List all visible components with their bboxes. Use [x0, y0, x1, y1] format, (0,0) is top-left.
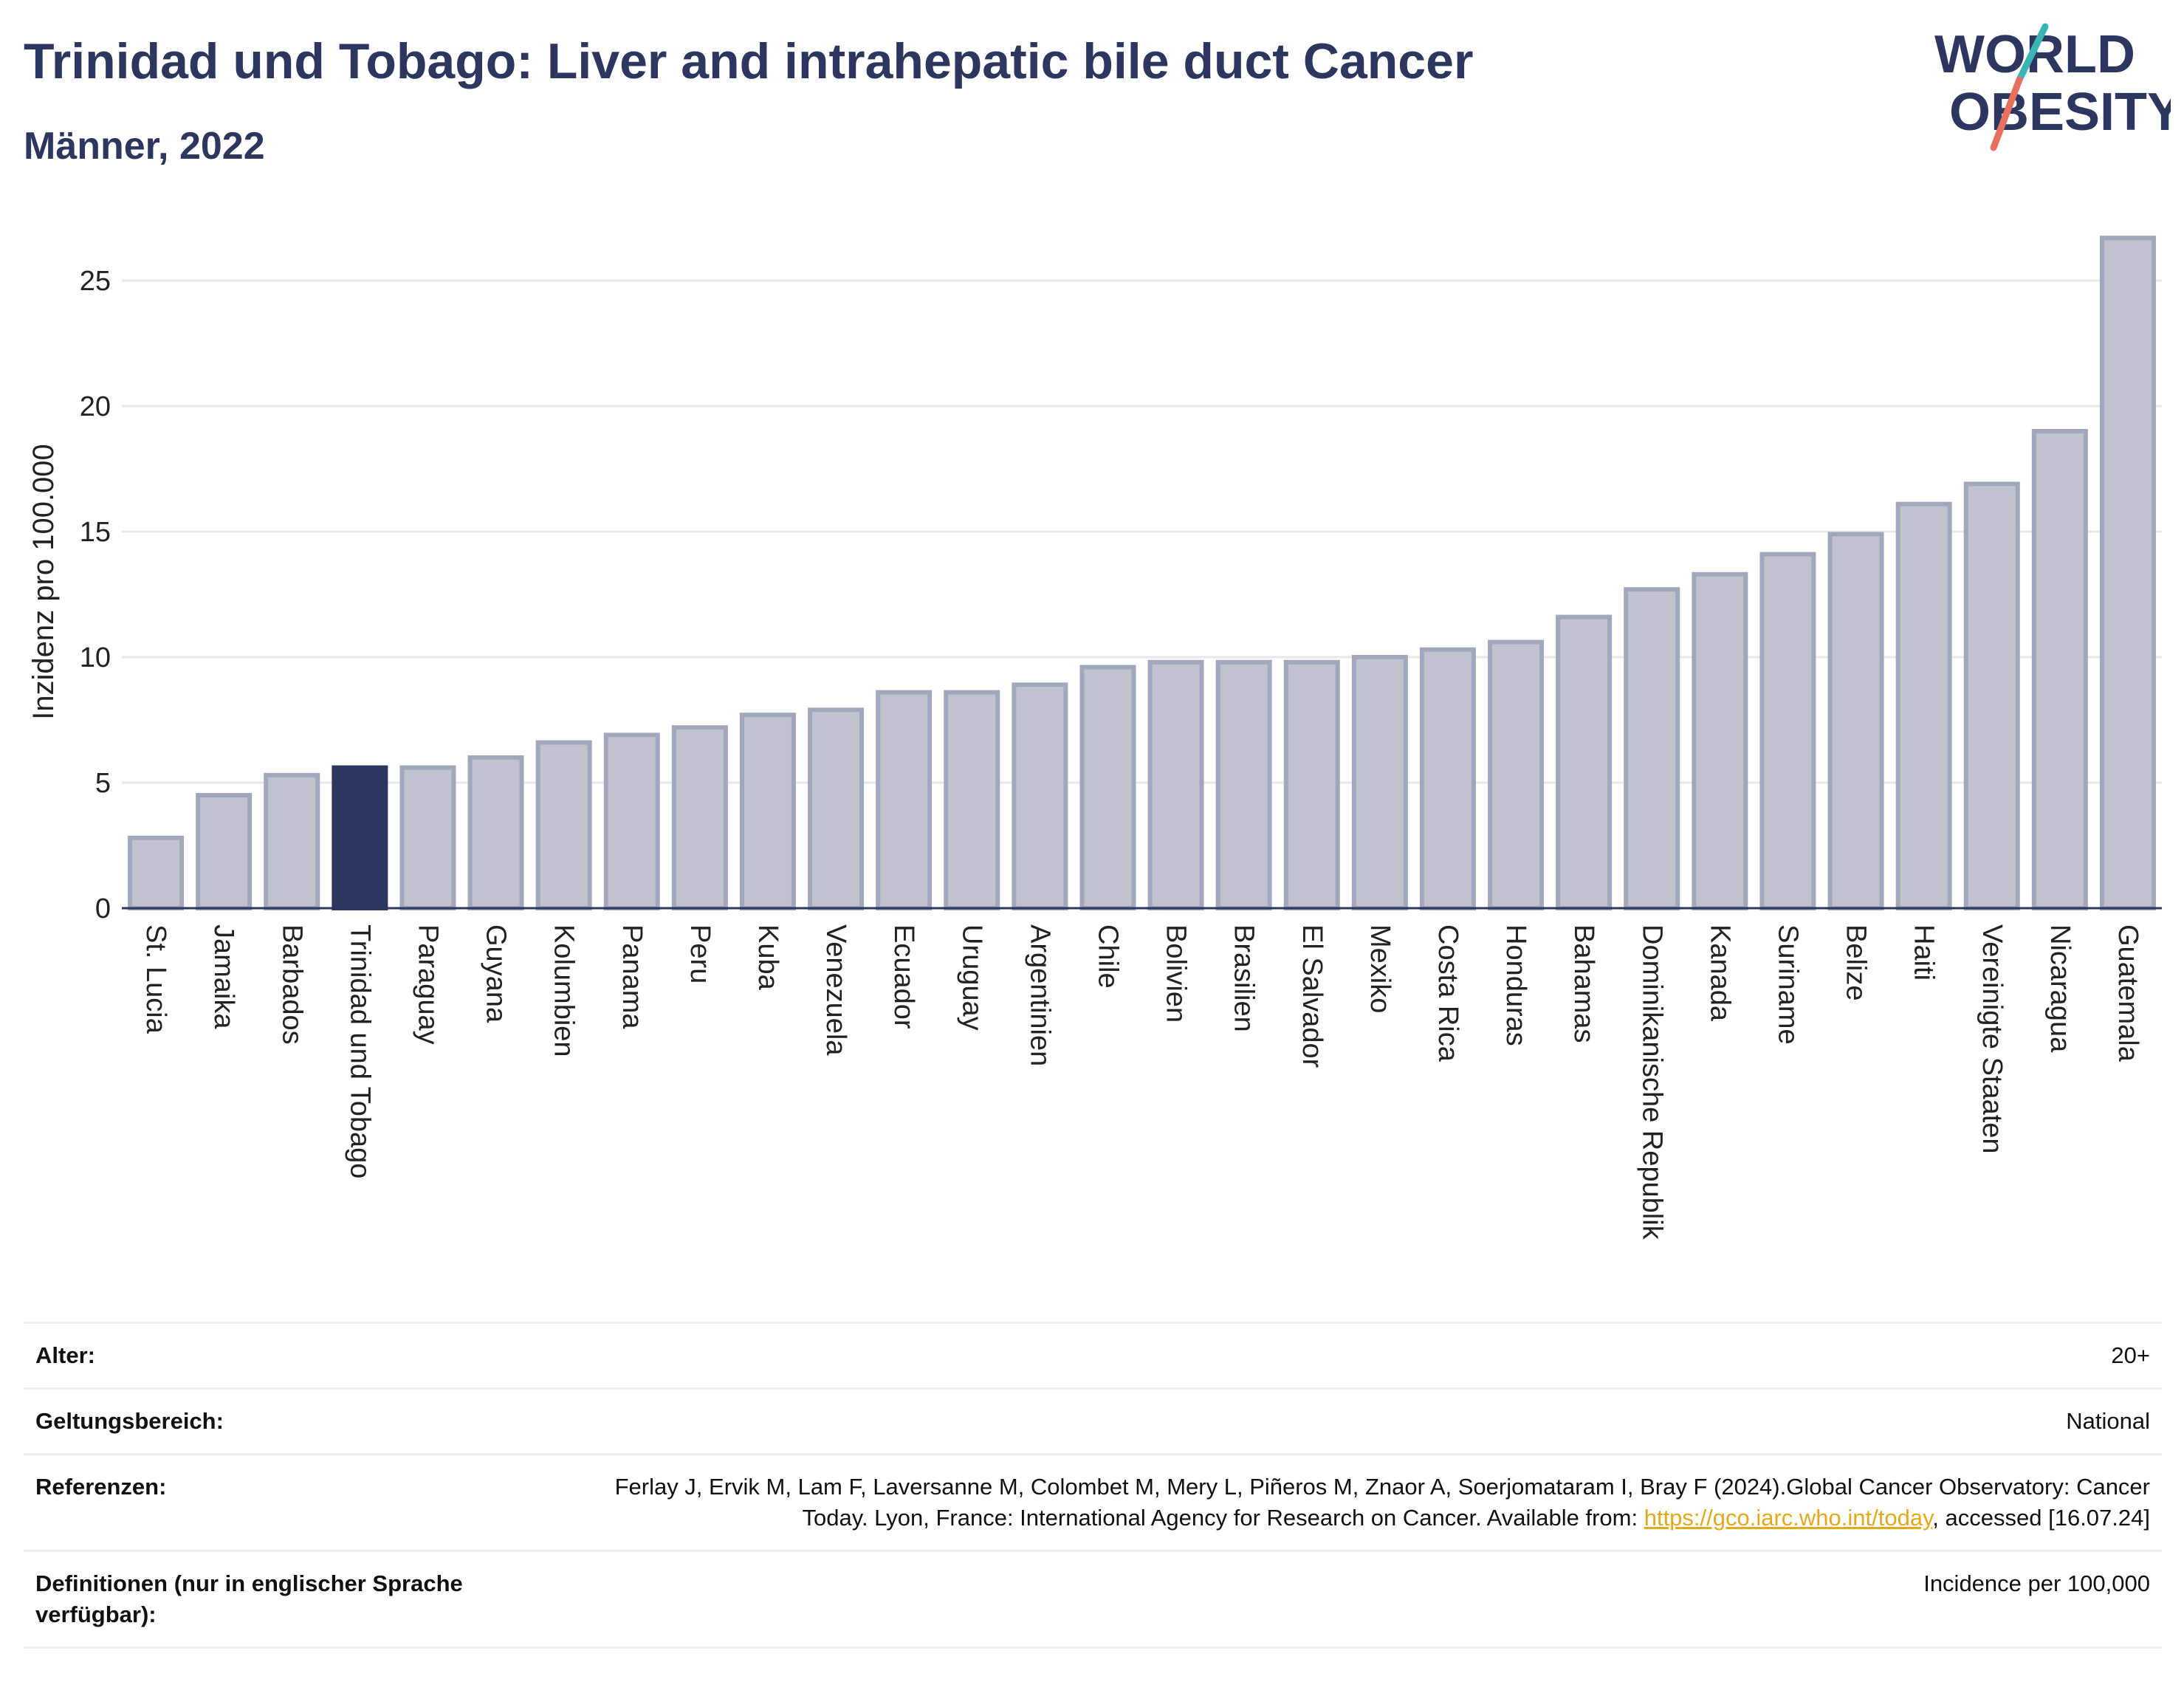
bar [1079, 665, 1136, 910]
bar [1895, 501, 1952, 910]
age-value: 20+ [2111, 1342, 2150, 1368]
bar [1351, 655, 1408, 910]
bar [2099, 236, 2156, 910]
bar [535, 740, 592, 910]
y-tick-label: 5 [95, 768, 111, 799]
x-tick-label: Kanada [1704, 924, 1735, 1022]
bar [1012, 682, 1068, 911]
definitions-value: Incidence per 100,000 [1923, 1570, 2150, 1596]
bar [1419, 647, 1476, 910]
bar-chart: 0 5 10 15 20 25 Inzidenz pro 100.000 St. Lucia J… [27, 236, 2162, 1240]
x-tick-label: Vereinigte Staaten [1977, 924, 2008, 1154]
x-tick-label: Ecuador [888, 924, 919, 1029]
x-tick-label: El Salvador [1297, 924, 1328, 1068]
bar [1759, 552, 1816, 910]
x-tick-label: Suriname [1772, 924, 1803, 1045]
x-tick-label: Guatemala [2112, 924, 2143, 1062]
bar [808, 707, 865, 911]
bar [1624, 587, 1680, 910]
logo-slash-coral [1990, 76, 2023, 151]
y-tick-label: 0 [95, 893, 111, 924]
bar [1827, 532, 1884, 911]
metadata-table: Alter: 20+ Geltungsbereich: National Ref… [24, 1322, 2162, 1649]
x-tick-label: Barbados [276, 924, 307, 1045]
x-tick-label: Argentinien [1024, 924, 1055, 1066]
x-tick-label: Venezuela [820, 924, 851, 1056]
age-label: Alter: [35, 1342, 95, 1368]
x-tick-label: Jamaika [208, 924, 239, 1029]
bar [467, 755, 524, 910]
scope-value: National [2066, 1408, 2150, 1434]
bar [1215, 659, 1272, 910]
x-tick-label: Guyana [481, 924, 512, 1023]
x-tick-label: Kuba [752, 924, 783, 991]
y-tick-label: 15 [80, 517, 111, 548]
bar [876, 690, 933, 910]
references-value: Ferlay J, Ervik M, Lam F, Laversanne M, … [563, 1472, 2150, 1534]
page-title: Trinidad und Tobago: Liver and intrahepa… [24, 33, 1474, 89]
bar [196, 793, 253, 910]
bar [332, 765, 388, 910]
references-text-end: , accessed [16.07.24] [1932, 1505, 2150, 1531]
x-tick-label: Kolumbien [549, 924, 580, 1057]
x-tick-label: Nicaragua [2044, 924, 2075, 1053]
references-link[interactable]: https://gco.iarc.who.int/today [1644, 1505, 1933, 1531]
bar [1283, 659, 1340, 910]
x-tick-label: Belize [1841, 924, 1872, 1001]
meta-row-definitions: Definitionen (nur in englischer Sprache … [24, 1550, 2162, 1649]
x-tick-label: Costa Rica [1432, 924, 1463, 1062]
bar [1488, 639, 1545, 910]
x-tick-label: Trinidad und Tobago [344, 924, 375, 1178]
bar [1963, 481, 2020, 910]
bar [739, 713, 796, 910]
x-tick-label: Bahamas [1568, 924, 1599, 1043]
x-tick-label: Bolivien [1161, 924, 1192, 1023]
bar [671, 725, 728, 911]
references-label: Referenzen: [35, 1474, 167, 1500]
x-tick-label: Uruguay [956, 924, 987, 1031]
y-tick-label: 10 [80, 642, 111, 673]
bar [1692, 571, 1748, 910]
references-text: Ferlay J, Ervik M, Lam F, Laversanne M, … [614, 1474, 2150, 1531]
x-tick-label: Mexiko [1364, 924, 1395, 1013]
bar [1147, 659, 1204, 910]
bar [603, 732, 660, 911]
scope-label: Geltungsbereich: [35, 1408, 224, 1434]
meta-row-scope: Geltungsbereich: National [24, 1387, 2162, 1453]
page-subtitle: Männer, 2022 [24, 125, 265, 168]
bar [1556, 614, 1613, 910]
y-tick-label: 25 [80, 266, 111, 297]
x-tick-label: Dominikanische Republik [1636, 924, 1667, 1240]
definitions-label: Definitionen (nur in englischer Sprache … [35, 1570, 463, 1627]
y-tick-label: 20 [80, 391, 111, 422]
y-axis-label: Inzidenz pro 100.000 [27, 444, 60, 720]
x-tick-label: Peru [684, 924, 715, 983]
bar [2031, 429, 2088, 910]
x-tick-label: Haiti [1909, 924, 1940, 981]
x-tick-label: Honduras [1500, 924, 1531, 1046]
logo-line2: OBESITY [1949, 83, 2171, 142]
bar [264, 772, 320, 911]
x-tick-label: Brasilien [1229, 924, 1260, 1032]
x-tick-label: Paraguay [412, 924, 443, 1045]
meta-row-age: Alter: 20+ [24, 1322, 2162, 1387]
x-tick-label: Panama [617, 924, 648, 1029]
logo-slash-teal [2016, 23, 2049, 83]
bar [128, 835, 185, 911]
bar [399, 765, 456, 910]
x-tick-label: St. Lucia [140, 924, 171, 1034]
bar [944, 690, 1000, 910]
world-obesity-logo: WORLD OBESITY [1934, 23, 2171, 151]
x-tick-label: Chile [1092, 924, 1123, 989]
meta-row-references: Referenzen: Ferlay J, Ervik M, Lam F, La… [24, 1453, 2162, 1550]
